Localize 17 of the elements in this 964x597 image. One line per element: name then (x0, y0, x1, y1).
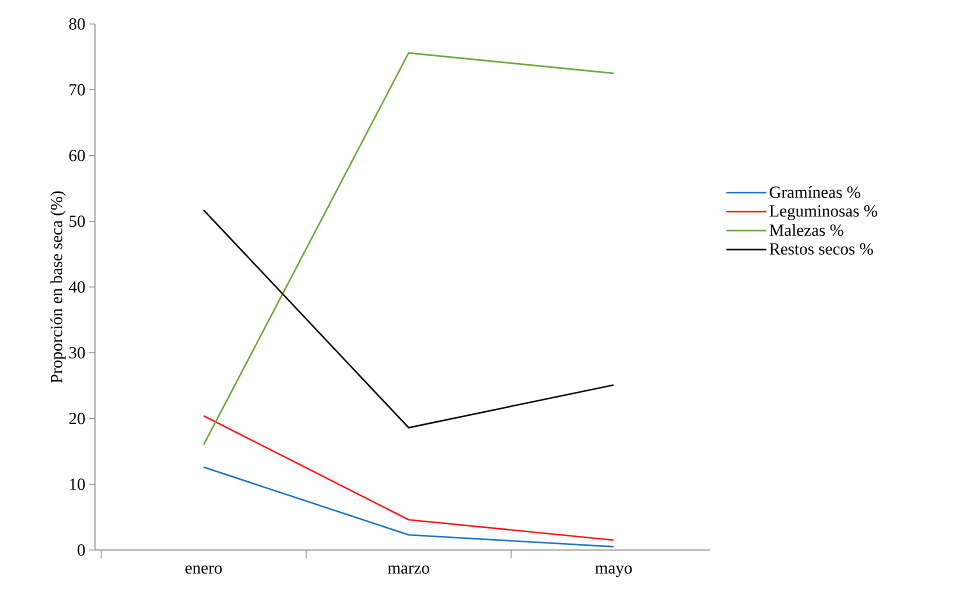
y-tick-label: 0 (78, 544, 85, 556)
y-tick-label: 80 (69, 18, 85, 30)
y-tick-label: 20 (69, 412, 85, 424)
y-tick-label: 60 (69, 150, 85, 162)
legend-label: Gramíneas % (770, 186, 860, 198)
legend-label: Restos secos % (770, 243, 873, 255)
legend-label: Leguminosas % (770, 205, 878, 220)
y-tick-label: 40 (68, 281, 85, 293)
x-tick-label: mayo (595, 566, 632, 578)
x-tick-label: enero (186, 566, 222, 574)
y-tick-label: 50 (70, 216, 85, 227)
y-tick-label: 10 (70, 478, 85, 490)
legend-label: Malezas % (770, 224, 844, 236)
y-tick-label: 70 (70, 84, 85, 96)
y-axis-title: Proporción en base seca (%) (50, 191, 66, 383)
x-tick-label: marzo (388, 566, 430, 574)
y-tick-label: 30 (69, 347, 85, 358)
